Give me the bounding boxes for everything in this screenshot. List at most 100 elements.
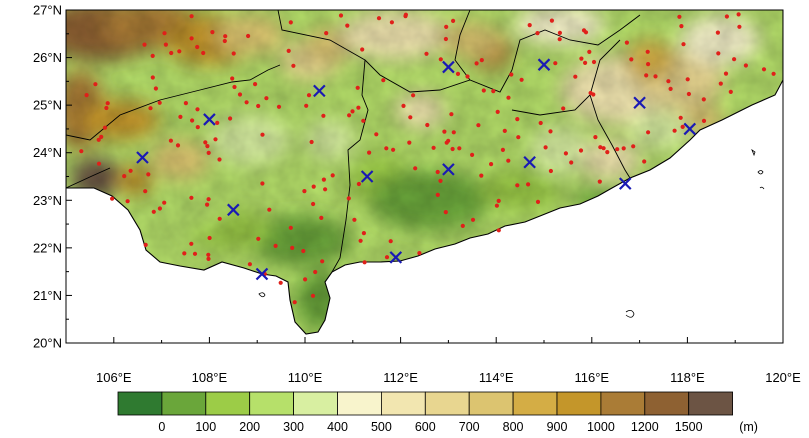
station-dot (182, 251, 187, 256)
colorbar-label: 300 (283, 420, 304, 434)
observation-stations (79, 12, 776, 305)
station-dot (195, 44, 200, 50)
station-dot (201, 50, 206, 56)
station-dot (168, 138, 173, 143)
station-dot (290, 245, 295, 250)
station-dot (481, 88, 486, 93)
station-dot (99, 134, 104, 139)
station-dot (681, 42, 686, 47)
station-dot (310, 293, 316, 298)
sounding-station-marker (227, 203, 240, 217)
sounding-station-marker (313, 84, 326, 98)
station-dot (455, 71, 461, 76)
colorbar-swatch (644, 391, 690, 416)
station-dot (273, 243, 278, 248)
station-dot (215, 120, 220, 125)
station-dot (621, 146, 626, 151)
station-dot (345, 23, 350, 28)
station-dot (355, 85, 360, 90)
station-dot (502, 128, 507, 133)
sounding-station-marker (618, 177, 632, 190)
station-dot (631, 144, 636, 149)
station-dot (668, 86, 673, 91)
station-dot (605, 150, 610, 155)
station-dot (424, 51, 429, 56)
station-dot (678, 115, 683, 120)
station-dot (244, 100, 249, 105)
station-dot (264, 96, 269, 101)
lon-tick-label: 108°E (192, 370, 228, 385)
station-dot (646, 130, 651, 135)
station-dot (506, 158, 511, 163)
station-dot (591, 59, 597, 65)
station-dot (597, 179, 602, 184)
lat-tick-label: 21°N (33, 288, 62, 303)
colorbar-label: 1200 (631, 420, 659, 434)
sounding-station-marker (523, 155, 536, 169)
lon-tick-label: 120°E (765, 370, 801, 385)
station-dot (338, 13, 344, 18)
station-dot (356, 181, 361, 187)
station-dot (206, 252, 211, 257)
station-dot (291, 63, 296, 68)
station-dot (276, 104, 282, 109)
station-dot (217, 157, 222, 162)
station-dot (615, 147, 620, 152)
colorbar-swatch (249, 391, 294, 416)
station-dot (476, 123, 481, 128)
station-dot (203, 140, 208, 145)
station-dot (686, 91, 692, 97)
station-dot (601, 146, 606, 151)
station-dot (105, 101, 110, 106)
colorbar-label: 100 (195, 420, 216, 434)
station-dot (195, 107, 200, 112)
station-dot (549, 18, 555, 23)
station-dot (515, 117, 520, 122)
island-weizhou (258, 292, 266, 298)
colorbar-label: 500 (371, 420, 392, 434)
station-dot (579, 56, 584, 61)
station-dot (324, 30, 329, 36)
station-dot (666, 79, 671, 84)
station-dot (288, 20, 293, 25)
sounding-station-marker (442, 60, 455, 74)
lon-tick-label: 110°E (288, 370, 323, 385)
station-dot (716, 51, 721, 56)
station-dot (311, 201, 316, 207)
colorbar-label: 400 (327, 420, 348, 434)
station-dot (384, 255, 390, 260)
station-dot (384, 146, 389, 151)
border-hunan-jiangxi (454, 10, 471, 81)
station-dot (143, 242, 148, 247)
station-dot (346, 196, 351, 201)
station-dot (125, 199, 130, 204)
station-dot (644, 73, 649, 78)
colorbar-swatch (117, 391, 163, 416)
station-dot (543, 145, 548, 150)
lat-tick-label: 25°N (33, 98, 62, 113)
station-dot (646, 62, 651, 67)
station-dot (189, 36, 194, 41)
station-dot (189, 14, 194, 19)
colorbar-swatch (205, 391, 251, 416)
station-dot (509, 72, 514, 77)
sounding-station-marker (203, 113, 216, 126)
station-dot (408, 115, 413, 120)
station-dot (515, 183, 520, 188)
station-dot (102, 125, 108, 130)
colorbar-swatch (512, 391, 558, 416)
station-dot (732, 57, 737, 62)
station-dot (624, 40, 630, 45)
station-dot (246, 33, 251, 39)
station-dot (163, 42, 168, 47)
station-dot (210, 29, 215, 35)
station-dot (153, 86, 158, 91)
station-dot (535, 199, 541, 204)
station-dot (150, 53, 155, 59)
station-dot (206, 197, 211, 202)
station-dot (320, 259, 325, 264)
station-dot (743, 63, 749, 68)
station-dot (388, 239, 393, 244)
station-dot (527, 23, 532, 28)
province-borders (66, 10, 641, 273)
